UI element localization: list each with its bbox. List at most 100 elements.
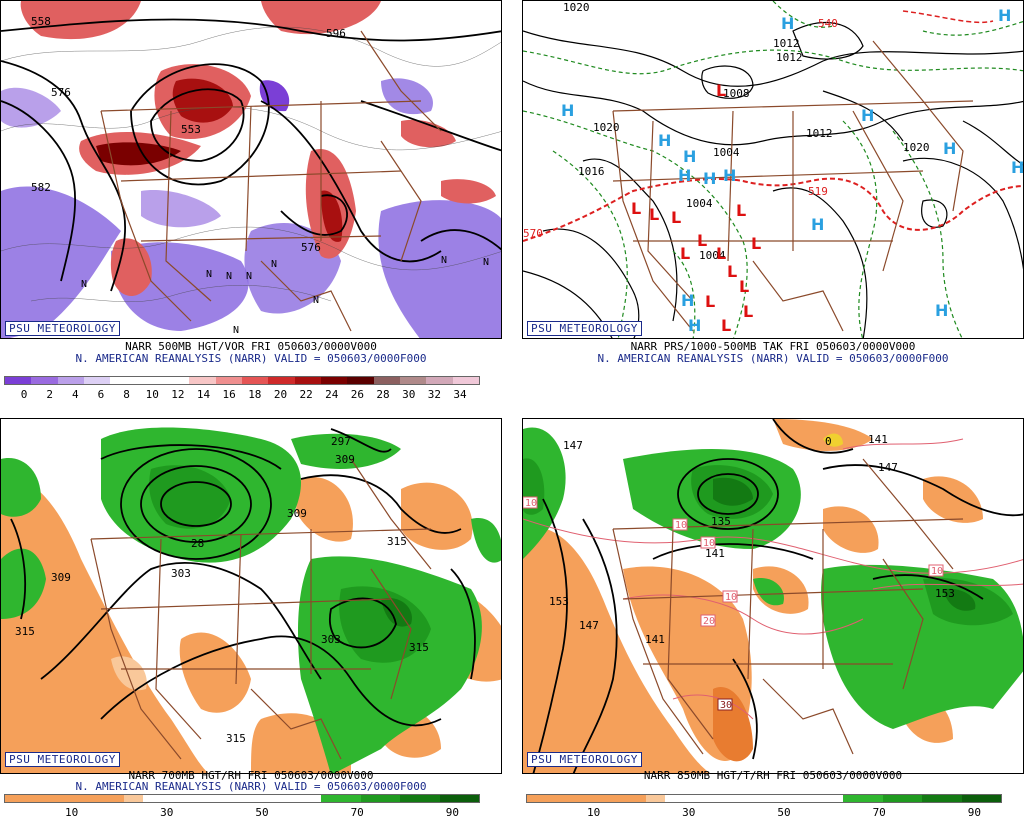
colorbar-swatch	[527, 795, 547, 802]
colorbar-swatch	[724, 795, 745, 802]
colorbar-swatch	[961, 795, 982, 802]
colorbar-ticks: 10 30 50 70 90	[526, 806, 1006, 819]
colorbar-tick-label: 18	[248, 388, 262, 401]
colorbar-tick-label: 24	[325, 388, 339, 401]
n-marker: N	[483, 257, 489, 268]
psu-meteorology-badge: PSU METEOROLOGY	[527, 752, 642, 767]
colorbar-swatch	[189, 377, 216, 384]
colorbar-swatch	[566, 795, 587, 802]
psu-meteorology-badge: PSU METEOROLOGY	[5, 321, 120, 336]
contour-label: 1020	[903, 141, 930, 154]
contour-label: 141	[868, 433, 888, 446]
colorbar-swatch	[744, 795, 764, 802]
colorbar-swatch	[44, 795, 65, 802]
panel-500mb-vorticity: 558 576 582 596 553 576 N N N N N N N N …	[0, 0, 502, 402]
low-pressure-marker: L	[716, 244, 726, 263]
colorbar-tick-label: 50	[255, 806, 269, 819]
colorbar-swatch	[340, 795, 361, 802]
colorbar-swatch	[103, 795, 124, 802]
low-pressure-marker: L	[631, 199, 641, 218]
contour-label: 147	[579, 619, 599, 632]
colorbar-swatch	[941, 795, 962, 802]
contour-label: 1004	[699, 249, 726, 262]
colorbar-swatch	[163, 795, 183, 802]
colorbar-tick-label: 12	[171, 388, 185, 401]
n-marker: N	[313, 295, 319, 306]
high-pressure-marker: H	[1011, 158, 1024, 177]
contour-label: 309	[335, 453, 355, 466]
colorbar-swatch	[419, 795, 440, 802]
colorbar	[526, 794, 1002, 803]
colorbar-tick-label: 34	[453, 388, 467, 401]
contour-label: 558	[31, 15, 51, 28]
colorbar-tick-label: 16	[222, 388, 236, 401]
contour-label: 147	[563, 439, 583, 452]
low-pressure-marker: L	[697, 231, 707, 250]
colorbar-swatch	[380, 795, 400, 802]
temperature-label: 30	[720, 700, 732, 711]
low-pressure-marker: L	[649, 205, 659, 224]
contour-label: 309	[51, 571, 71, 584]
low-pressure-marker: L	[736, 201, 746, 220]
high-pressure-marker: H	[861, 106, 874, 125]
colorbar-tick-label: 50	[777, 806, 791, 819]
colorbar-swatch	[281, 795, 302, 802]
colorbar-swatch	[764, 795, 784, 802]
contour-label: 297	[331, 435, 351, 448]
product-title: NARR 850MB HGT/T/RH FRI 050603/0000V000	[643, 769, 903, 782]
temperature-label: 10	[725, 592, 737, 603]
colorbar-swatch	[400, 795, 420, 802]
high-pressure-marker: H	[998, 6, 1011, 25]
colorbar-swatch	[241, 377, 269, 384]
colorbar-swatch	[182, 795, 203, 802]
colorbar-swatch	[268, 377, 295, 384]
colorbar-tick-label: 10	[145, 388, 159, 401]
colorbar-swatch	[31, 377, 58, 384]
colorbar	[4, 794, 480, 803]
colorbar-swatch	[321, 795, 341, 802]
n-marker: N	[441, 255, 447, 266]
contour-label: 141	[645, 633, 665, 646]
low-pressure-marker: L	[739, 277, 749, 296]
high-pressure-marker: H	[561, 101, 574, 120]
colorbar-tick-label: 90	[445, 806, 460, 819]
colorbar-swatch	[110, 377, 137, 384]
colorbar-swatch	[922, 795, 942, 802]
contour-label: 153	[549, 595, 569, 608]
colorbar-tick-label: 22	[299, 388, 313, 401]
colorbar-tick-label: 70	[872, 806, 886, 819]
colorbar-swatch	[24, 795, 45, 802]
temperature-label: 10	[703, 538, 715, 549]
colorbar-swatch	[320, 377, 348, 384]
colorbar-swatch	[399, 377, 427, 384]
contour-label: 303	[171, 567, 191, 580]
colorbar-swatch	[783, 795, 804, 802]
high-pressure-marker: H	[678, 166, 691, 185]
colorbar-tick-label: 10	[64, 806, 79, 819]
colorbar-swatch	[136, 377, 163, 384]
contour-label: 576	[51, 86, 71, 99]
colorbar-swatch	[360, 795, 381, 802]
colorbar-tick-label: 0	[20, 388, 28, 401]
colorbar-tick-label: 14	[196, 388, 211, 401]
colorbar-tick-label: 90	[967, 806, 982, 819]
contour-label: 1008	[723, 87, 750, 100]
colorbar-tick-label: 8	[123, 388, 130, 401]
colorbar-tick-label: 30	[682, 806, 696, 819]
psu-meteorology-badge: PSU METEOROLOGY	[5, 752, 120, 767]
colorbar-swatch	[459, 795, 479, 802]
contour-label: 576	[301, 241, 321, 254]
colorbar-swatch	[452, 377, 479, 384]
contour-label: 28	[191, 537, 204, 550]
colorbar-swatch	[625, 795, 646, 802]
colorbar-swatch	[83, 377, 111, 384]
colorbar-tick-label: 4	[71, 388, 79, 401]
product-title: NARR PRS/1000-500MB TAK FRI 050603/0000V…	[630, 340, 916, 353]
colorbar-tick-label: 2	[46, 388, 53, 401]
contour-label: 1004	[686, 197, 713, 210]
colorbar-swatch	[162, 377, 190, 384]
contour-label: 315	[387, 535, 407, 548]
low-pressure-marker: L	[727, 262, 737, 281]
colorbar-ticks: 0 2 4 6 8 10 12 14 16 18 20 22 24 26 28 30 32 34	[4, 388, 484, 401]
colorbar-tick-label: 30	[160, 806, 174, 819]
